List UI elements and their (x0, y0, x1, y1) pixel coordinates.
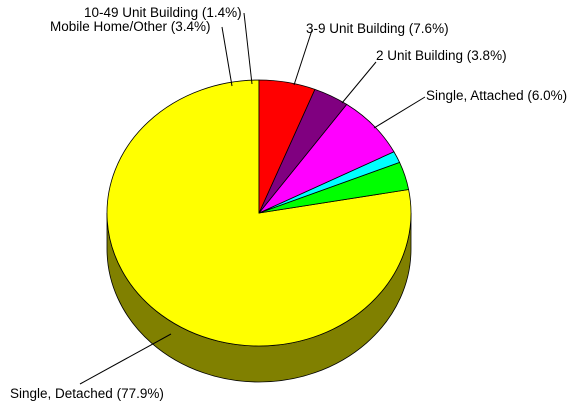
slice-label-2: 10-49 Unit Building (1.4%) (84, 5, 242, 20)
slice-label-5: Single, Attached (6.0%) (426, 88, 567, 103)
leader-line-5 (373, 96, 426, 129)
pie-labels: Single, Detached (77.9%) Mobile Home/Othe… (10, 5, 567, 401)
leader-line-2 (243, 12, 253, 85)
slice-label-3: 3-9 Unit Building (7.6%) (306, 21, 449, 36)
leader-line-1 (221, 26, 233, 87)
pie-slices (106, 79, 412, 347)
slice-label-4: 2 Unit Building (3.8%) (376, 48, 507, 63)
leader-line-4 (341, 61, 377, 104)
leader-line-0 (79, 333, 172, 385)
pie-slice-5 (258, 79, 316, 214)
slice-label-0: Single, Detached (77.9%) (10, 386, 164, 401)
slice-label-1: Mobile Home/Other (3.4%) (50, 19, 211, 34)
leader-line-3 (293, 29, 313, 86)
